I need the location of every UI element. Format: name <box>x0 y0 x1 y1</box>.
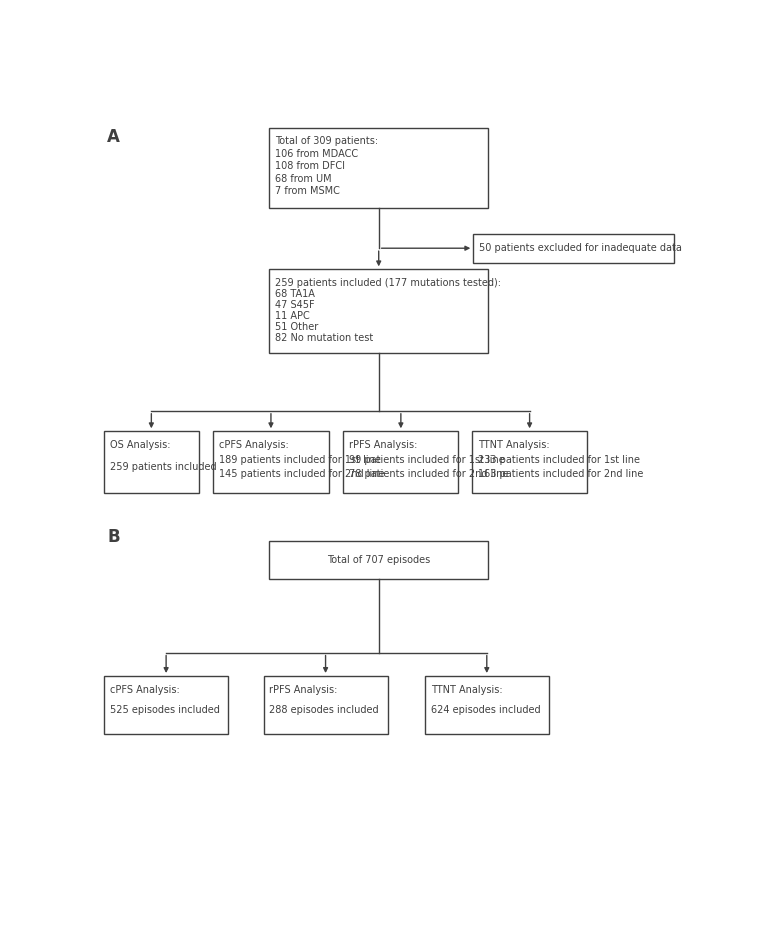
Text: 624 episodes included: 624 episodes included <box>431 705 540 715</box>
Text: 82 No mutation test: 82 No mutation test <box>275 333 373 343</box>
Text: rPFS Analysis:: rPFS Analysis: <box>270 685 338 695</box>
Bar <box>343 431 459 493</box>
Text: 189 patients included for 1st line: 189 patients included for 1st line <box>219 455 381 465</box>
Text: 68 from UM: 68 from UM <box>275 174 332 184</box>
Bar <box>472 431 588 493</box>
Bar <box>473 234 674 263</box>
Text: 99 patients included for 1st line: 99 patients included for 1st line <box>349 455 505 465</box>
Text: 163 patients included for 2nd line: 163 patients included for 2nd line <box>478 470 643 479</box>
Text: A: A <box>107 127 120 145</box>
Bar <box>270 541 488 579</box>
Bar <box>104 431 199 493</box>
Text: cPFS Analysis:: cPFS Analysis: <box>110 685 180 695</box>
Text: 259 patients included: 259 patients included <box>110 462 216 472</box>
Text: rPFS Analysis:: rPFS Analysis: <box>349 439 418 450</box>
Bar <box>104 676 228 734</box>
Bar <box>270 270 488 353</box>
Text: cPFS Analysis:: cPFS Analysis: <box>219 439 289 450</box>
Text: 51 Other: 51 Other <box>275 323 319 332</box>
Text: OS Analysis:: OS Analysis: <box>110 439 171 450</box>
Text: 47 S45F: 47 S45F <box>275 300 315 310</box>
Text: 525 episodes included: 525 episodes included <box>110 705 220 715</box>
Text: 106 from MDACC: 106 from MDACC <box>275 149 358 158</box>
Text: 78 patients included for 2nd line: 78 patients included for 2nd line <box>349 470 508 479</box>
Text: 50 patients excluded for inadequate data: 50 patients excluded for inadequate data <box>479 243 682 254</box>
Bar <box>213 431 328 493</box>
Text: 145 patients included for 2nd line: 145 patients included for 2nd line <box>219 470 385 479</box>
Text: 288 episodes included: 288 episodes included <box>270 705 379 715</box>
Text: TTNT Analysis:: TTNT Analysis: <box>431 685 502 695</box>
Text: 233 patients included for 1st line: 233 patients included for 1st line <box>478 455 640 465</box>
Text: 68 TA1A: 68 TA1A <box>275 289 315 299</box>
Text: 7 from MSMC: 7 from MSMC <box>275 187 341 196</box>
Text: Total of 309 patients:: Total of 309 patients: <box>275 137 379 146</box>
Bar <box>270 127 488 207</box>
Text: B: B <box>107 528 120 547</box>
Text: Total of 707 episodes: Total of 707 episodes <box>327 555 431 565</box>
Bar <box>424 676 549 734</box>
Text: TTNT Analysis:: TTNT Analysis: <box>478 439 549 450</box>
Text: 11 APC: 11 APC <box>275 311 310 321</box>
Text: 108 from DFCI: 108 from DFCI <box>275 161 345 172</box>
Bar <box>264 676 388 734</box>
Text: 259 patients included (177 mutations tested):: 259 patients included (177 mutations tes… <box>275 278 501 288</box>
